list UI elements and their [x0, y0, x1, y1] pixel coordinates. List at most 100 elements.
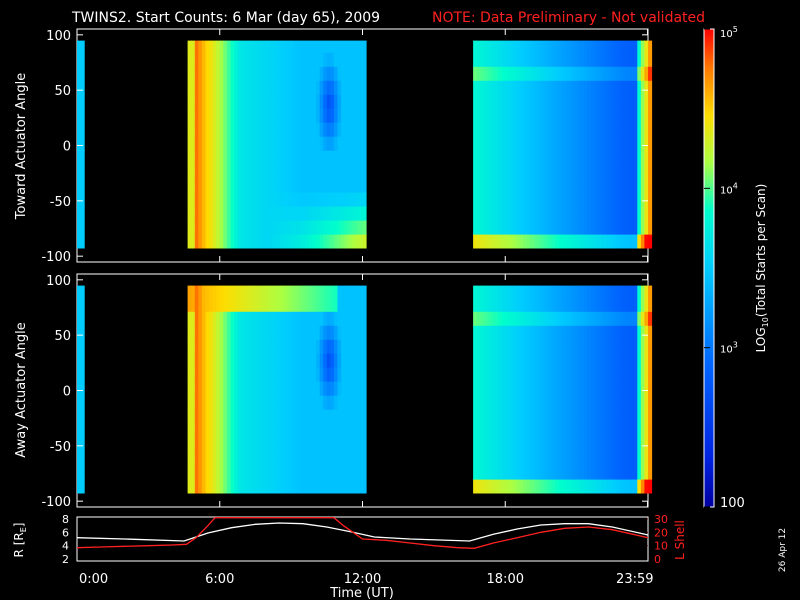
heatmap-cell — [523, 122, 528, 137]
heatmap-cell — [480, 339, 485, 354]
heatmap-cell — [626, 395, 631, 410]
heatmap-cell — [615, 285, 620, 298]
heatmap-cell — [201, 479, 206, 494]
heatmap-cell — [576, 339, 581, 354]
heatmap-cell — [276, 437, 281, 452]
heatmap-cell — [573, 66, 578, 81]
heatmap-cell — [587, 66, 592, 81]
heatmap-cell — [323, 80, 328, 95]
heatmap-cell — [305, 40, 310, 53]
heatmap-cell — [326, 311, 331, 326]
heatmap-cell — [583, 311, 588, 326]
heatmap-cell — [483, 451, 488, 466]
heatmap-cell — [516, 192, 521, 207]
heatmap-cell — [594, 192, 599, 207]
heatmap-cell — [494, 381, 499, 396]
heatmap-cell — [494, 297, 499, 312]
heatmap-cell — [569, 381, 574, 396]
heatmap-cell — [558, 178, 563, 193]
heatmap-cell — [501, 66, 506, 81]
heatmap-cell — [615, 220, 620, 235]
heatmap-cell — [319, 206, 324, 221]
heatmap-cell — [287, 395, 292, 410]
heatmap-cell — [476, 325, 481, 340]
heatmap-cell — [601, 52, 606, 67]
heatmap-cell — [608, 52, 613, 67]
heatmap-cell — [244, 40, 249, 53]
heatmap-cell — [562, 178, 567, 193]
heatmap-cell — [301, 94, 306, 109]
heatmap-cell — [216, 395, 221, 410]
heatmap-cell — [512, 80, 517, 95]
heatmap-cell — [483, 234, 488, 249]
heatmap-cell — [612, 234, 617, 249]
heatmap-cell — [191, 381, 196, 396]
heatmap-cell — [590, 164, 595, 179]
heatmap-cell — [598, 178, 603, 193]
heatmap-cell — [640, 465, 645, 480]
heatmap-cell — [512, 122, 517, 137]
heatmap-cell — [501, 297, 506, 312]
heatmap-cell — [294, 52, 299, 67]
heatmap-cell — [555, 192, 560, 207]
heatmap-cell — [540, 192, 545, 207]
heatmap-cell — [316, 136, 321, 151]
heatmap-cell — [226, 437, 231, 452]
heatmap-cell — [358, 367, 363, 382]
heatmap-cell — [284, 234, 289, 249]
heatmap-cell — [558, 353, 563, 368]
heatmap-cell — [205, 122, 210, 137]
heatmap-cell — [237, 40, 242, 53]
heatmap-cell — [351, 164, 356, 179]
heatmap-cell — [576, 80, 581, 95]
heatmap-cell — [523, 136, 528, 151]
heatmap-cell — [483, 80, 488, 95]
heatmap-cell — [473, 40, 478, 53]
heatmap-cell — [326, 94, 331, 109]
heatmap-cell — [619, 122, 624, 137]
heatmap-cell — [633, 423, 638, 438]
heatmap-cell — [583, 479, 588, 494]
heatmap-cell — [533, 381, 538, 396]
heatmap-cell — [330, 297, 335, 312]
heatmap-cell — [476, 451, 481, 466]
right-tick-label: 10 — [654, 540, 668, 553]
heatmap-cell — [341, 234, 346, 249]
heatmap-cell — [516, 437, 521, 452]
heatmap-cell — [298, 94, 303, 109]
heatmap-cell — [615, 339, 620, 354]
heatmap-cell — [476, 164, 481, 179]
heatmap-cell — [626, 409, 631, 424]
heatmap-cell — [262, 325, 267, 340]
heatmap-cell — [473, 164, 478, 179]
heatmap-cell — [626, 220, 631, 235]
heatmap-cell — [540, 178, 545, 193]
heatmap-cell — [237, 52, 242, 67]
heatmap-cell — [248, 136, 253, 151]
left-tick-label: 2 — [62, 553, 69, 566]
heatmap-cell — [273, 451, 278, 466]
heatmap-cell — [601, 423, 606, 438]
heatmap-cell — [508, 353, 513, 368]
heatmap-cell — [494, 66, 499, 81]
heatmap-cell — [562, 465, 567, 480]
heatmap-cell — [565, 80, 570, 95]
heatmap-cell — [594, 150, 599, 165]
heatmap-cell — [587, 465, 592, 480]
heatmap-cell — [80, 206, 85, 221]
heatmap-cell — [330, 451, 335, 466]
heatmap-cell — [648, 465, 653, 480]
heatmap-cell — [319, 339, 324, 354]
heatmap-cell — [262, 206, 267, 221]
heatmap-cell — [241, 122, 246, 137]
heatmap-cell — [226, 325, 231, 340]
heatmap-cell — [608, 381, 613, 396]
heatmap-cell — [337, 437, 342, 452]
heatmap-cell — [494, 206, 499, 221]
heatmap-cell — [276, 94, 281, 109]
heatmap-cell — [316, 285, 321, 298]
heatmap-cell — [355, 220, 360, 235]
heatmap-cell — [341, 178, 346, 193]
heatmap-cell — [348, 80, 353, 95]
